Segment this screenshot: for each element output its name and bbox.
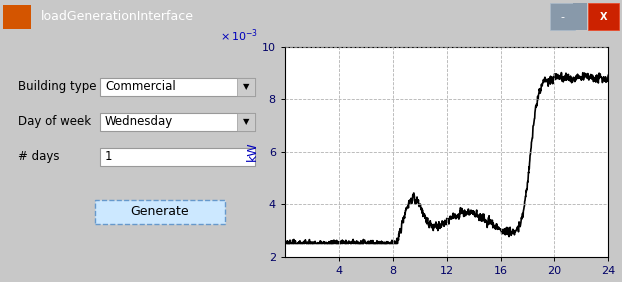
Text: $\times\,10^{-3}$: $\times\,10^{-3}$ [220,27,258,44]
Text: Day of week: Day of week [18,115,91,128]
FancyBboxPatch shape [100,148,255,166]
Text: -: - [561,12,565,22]
Y-axis label: kW: kW [246,142,259,161]
Text: 1: 1 [105,150,113,164]
FancyBboxPatch shape [100,113,255,131]
Text: Commercial: Commercial [105,80,176,93]
Text: X: X [600,12,607,22]
FancyBboxPatch shape [95,200,225,224]
Text: ▼: ▼ [243,117,249,126]
Text: loadGenerationInterface: loadGenerationInterface [40,10,193,23]
FancyBboxPatch shape [100,78,255,96]
FancyBboxPatch shape [573,3,587,30]
FancyBboxPatch shape [588,3,619,30]
FancyBboxPatch shape [550,3,575,30]
Text: ▼: ▼ [243,82,249,91]
Text: Building type: Building type [18,80,96,93]
Text: # days: # days [18,150,60,164]
X-axis label: Hours: Hours [426,281,467,282]
FancyBboxPatch shape [3,5,31,29]
Text: Wednesday: Wednesday [105,115,174,128]
Text: Generate: Generate [131,206,189,219]
FancyBboxPatch shape [237,113,255,131]
FancyBboxPatch shape [237,78,255,96]
